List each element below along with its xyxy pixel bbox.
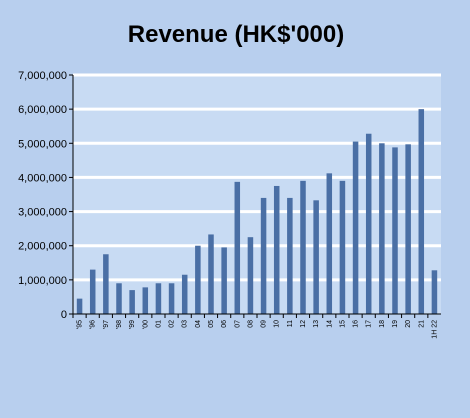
bar [326, 173, 333, 314]
x-tick-label: 13 [313, 320, 320, 328]
x-tick-label: 19 [392, 320, 399, 328]
bar [300, 180, 306, 314]
x-tick-label: 01 [155, 320, 162, 328]
bar [129, 290, 135, 314]
bar [405, 144, 411, 314]
bar [352, 141, 359, 314]
x-tick-label: 09 [261, 320, 268, 328]
x-tick-label: '00 [142, 320, 149, 329]
bar [339, 180, 346, 314]
y-tick-label: 2,000,000 [18, 241, 67, 253]
y-tick-label: 0 [61, 309, 67, 321]
x-tick-label: 14 [326, 320, 333, 328]
x-tick-label: 15 [339, 320, 346, 328]
x-tick-label: '95 [77, 320, 84, 329]
y-tick-label: 7,000,000 [18, 70, 67, 82]
bar [379, 143, 385, 314]
bar [89, 269, 96, 314]
x-tick-label: 05 [208, 320, 215, 328]
gridlines [73, 73, 441, 282]
x-tick-label: 11 [287, 320, 294, 327]
x-tick-label: 07 [234, 320, 241, 328]
bar [273, 185, 280, 314]
bar [155, 283, 162, 314]
x-tick-label: '99 [129, 320, 136, 329]
y-tick-label: 4,000,000 [18, 172, 67, 184]
x-tick-label: 21 [418, 320, 425, 328]
bar [431, 270, 438, 314]
plot-area [73, 75, 441, 314]
x-tick-label: 12 [300, 320, 307, 328]
x-tick-label: '96 [90, 320, 97, 329]
x-tick-label: 10 [274, 320, 281, 328]
x-tick-label: 02 [169, 320, 176, 328]
bar [221, 247, 227, 314]
bar [181, 274, 188, 314]
bar [313, 200, 319, 314]
x-axis-ticks: '95 '96 '97 '98 '99 '00 01 02 03 04 05 06 07 08 09 10 11… [72, 314, 438, 339]
bar [392, 147, 398, 314]
x-tick-label: 18 [379, 320, 386, 328]
x-tick-label: '98 [116, 320, 123, 329]
bar [260, 197, 267, 314]
y-tick-label: 1,000,000 [18, 275, 67, 287]
bar [142, 287, 149, 314]
bar [208, 234, 214, 314]
bar [103, 254, 109, 314]
bars [76, 109, 438, 315]
y-tick-label: 3,000,000 [18, 207, 67, 219]
y-axis-ticks: 0 1,000,000 2,000,000 3,000,000 4,000,000 5,0… [18, 70, 73, 321]
bar [247, 237, 254, 314]
x-tick-label: 16 [353, 320, 360, 328]
chart-title: Revenue (HK$'000) [128, 21, 344, 48]
bar [287, 197, 293, 314]
x-tick-label: 17 [366, 320, 373, 328]
bar [418, 109, 425, 315]
x-tick-label: 20 [405, 320, 412, 328]
bar [234, 181, 241, 314]
bar [76, 298, 83, 314]
x-tick-label: 06 [221, 320, 228, 328]
y-tick-label: 6,000,000 [18, 104, 67, 116]
x-tick-label: 08 [247, 320, 254, 328]
x-tick-label: 1H 22 [431, 320, 438, 339]
bar [195, 245, 201, 314]
y-tick-label: 5,000,000 [18, 138, 67, 150]
bar [365, 133, 372, 314]
bar [116, 283, 122, 314]
x-tick-label: '97 [103, 320, 110, 329]
x-tick-label: 03 [182, 320, 189, 328]
bar [168, 283, 175, 314]
x-tick-label: 04 [195, 320, 202, 328]
